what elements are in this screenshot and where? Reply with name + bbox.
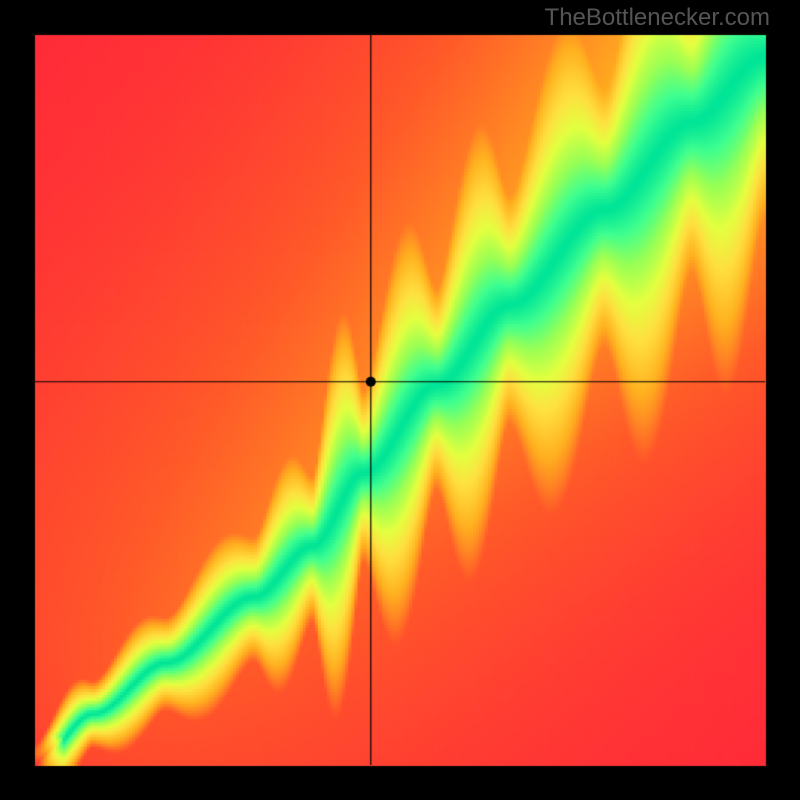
chart-container: TheBottlenecker.com	[0, 0, 800, 800]
watermark-text: TheBottlenecker.com	[545, 4, 770, 32]
heatmap-canvas	[0, 0, 800, 800]
